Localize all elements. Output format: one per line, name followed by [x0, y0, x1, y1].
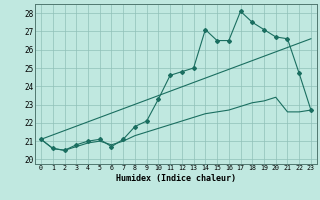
X-axis label: Humidex (Indice chaleur): Humidex (Indice chaleur)	[116, 174, 236, 183]
